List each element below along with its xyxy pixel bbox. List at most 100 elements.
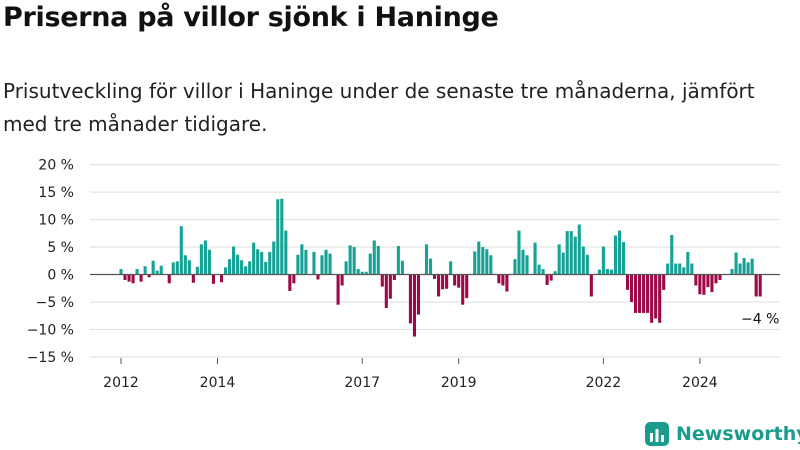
bar [545, 274, 549, 285]
bar [549, 274, 553, 281]
bar [654, 274, 658, 319]
bar [465, 274, 469, 299]
bar [264, 261, 268, 275]
bar [702, 274, 706, 295]
bar [256, 249, 260, 275]
y-tick-label: 15 % [38, 185, 74, 201]
bar [553, 271, 557, 275]
x-tick-label: 2019 [441, 375, 477, 391]
brand-name: Newsworthy [676, 423, 800, 445]
bar [481, 247, 485, 275]
bar [352, 247, 356, 275]
bar [730, 269, 734, 275]
bar [428, 258, 433, 275]
bar [658, 274, 662, 323]
bar [284, 230, 288, 275]
y-axis: −15 % −10 % −5 % 0 % 5 % 10 % 15 % 20 % [27, 158, 74, 366]
bar [135, 269, 139, 275]
bar [296, 254, 300, 275]
bar [344, 261, 348, 275]
bar [320, 255, 324, 275]
bar [252, 242, 256, 275]
bar [718, 274, 722, 280]
bar [734, 252, 738, 275]
bar [392, 274, 396, 280]
bar [187, 260, 191, 275]
bar [211, 274, 216, 284]
bar [424, 244, 429, 275]
bar [248, 261, 252, 275]
y-tick-label: −10 % [27, 322, 74, 338]
bar [638, 274, 642, 313]
bar [288, 274, 292, 291]
bar [746, 262, 750, 275]
bar [597, 269, 601, 275]
bar [328, 253, 332, 275]
chart-title: Priserna på villor sjönk i Haninge [3, 2, 499, 33]
bar [416, 274, 421, 315]
bar [497, 274, 501, 284]
bar [453, 274, 457, 286]
bar [698, 274, 702, 295]
bar [232, 246, 236, 275]
bar [324, 249, 328, 275]
bar [489, 255, 493, 275]
bar [601, 246, 605, 275]
bar [219, 274, 224, 283]
bar [666, 263, 670, 275]
bar [617, 230, 622, 275]
bar [441, 274, 445, 290]
bar [581, 246, 585, 275]
bar [364, 271, 368, 275]
bar [674, 263, 678, 275]
bar [280, 198, 284, 275]
bar [131, 274, 135, 284]
bar [686, 251, 690, 275]
x-tick-label: 2017 [344, 375, 380, 391]
bar [408, 274, 412, 324]
bar [272, 241, 276, 275]
bar [577, 224, 581, 275]
bar [477, 241, 481, 275]
bar [625, 274, 630, 290]
x-axis: 2012 2014 2017 2019 2022 2024 [103, 358, 718, 391]
bar [678, 263, 682, 275]
bar [457, 274, 461, 288]
gridlines [90, 164, 780, 358]
bar [236, 254, 240, 275]
bar [191, 274, 195, 283]
bar [742, 258, 746, 275]
bar [384, 274, 388, 308]
bar [501, 274, 505, 286]
bar [396, 245, 400, 275]
bar [561, 252, 565, 275]
bar [557, 244, 561, 275]
bar [513, 259, 517, 275]
x-tick-label: 2024 [682, 375, 718, 391]
bar [505, 274, 509, 292]
bar [143, 266, 147, 275]
y-tick-label: 10 % [38, 213, 74, 229]
x-tick-label: 2022 [586, 375, 622, 391]
bar [171, 262, 175, 275]
bar [650, 274, 654, 323]
bar [485, 249, 489, 275]
bar [609, 269, 613, 275]
x-tick-label: 2012 [103, 375, 139, 391]
bar [183, 255, 187, 275]
bar [368, 253, 372, 275]
bar [260, 251, 264, 275]
chart-subtitle: Prisutveckling för villor i Haninge unde… [3, 79, 755, 136]
bar [400, 260, 404, 275]
bar [151, 260, 155, 275]
newsworthy-logo: Newsworthy [644, 420, 800, 448]
bar [585, 254, 589, 275]
bar [445, 274, 449, 289]
bar [376, 245, 380, 275]
bar [356, 269, 360, 275]
bar [537, 264, 541, 275]
bar [646, 274, 650, 313]
bar [223, 267, 228, 275]
bar [336, 274, 340, 305]
latest-value-label: −4 % [741, 311, 779, 327]
